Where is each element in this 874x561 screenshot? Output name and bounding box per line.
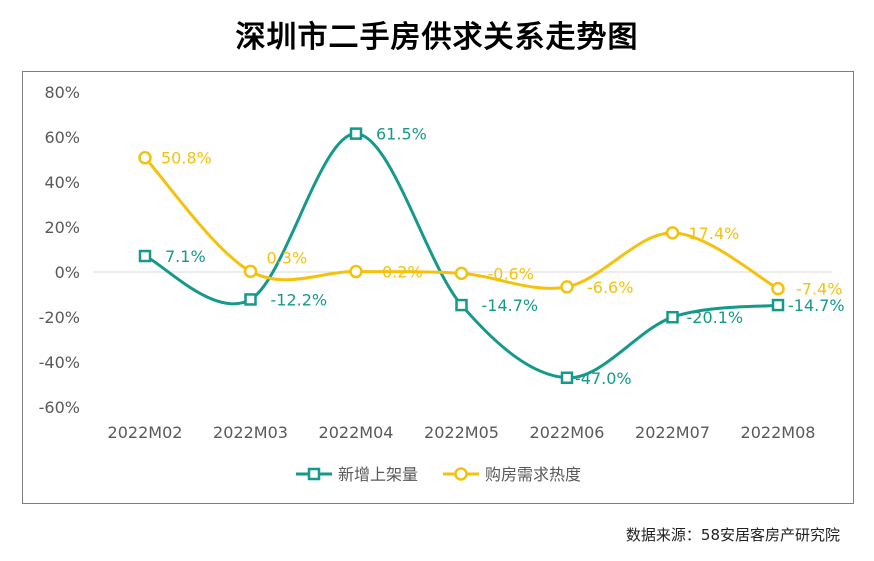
legend-marker — [307, 467, 321, 481]
data-point-marker — [454, 266, 469, 281]
data-point-marker — [771, 298, 785, 312]
x-tick-label: 2022M03 — [213, 423, 288, 442]
data-point-marker — [665, 226, 680, 240]
data-label: 17.4% — [689, 224, 740, 243]
data-point-marker — [666, 310, 679, 324]
data-point-marker — [138, 249, 152, 263]
data-point-marker — [349, 264, 363, 279]
data-source-note: 数据来源：58安居客房产研究院 — [625, 526, 840, 544]
data-label: -12.2% — [271, 290, 328, 309]
y-tick-label: 40% — [44, 173, 80, 192]
data-point-marker — [138, 150, 152, 165]
x-tick-label: 2022M06 — [530, 423, 605, 442]
y-tick-label: -40% — [39, 353, 80, 372]
legend-label: 购房需求热度 — [485, 465, 581, 484]
data-label: 50.8% — [161, 149, 212, 168]
data-label: -20.1% — [687, 308, 744, 327]
x-tick-label: 2022M07 — [635, 423, 710, 442]
y-tick-label: -20% — [39, 308, 80, 327]
legend-marker — [454, 467, 468, 481]
y-tick-label: 80% — [44, 83, 80, 102]
x-tick-label: 2022M04 — [319, 423, 394, 442]
chart-frame — [22, 71, 854, 504]
data-point-marker — [560, 280, 574, 294]
data-label: 61.5% — [376, 125, 427, 144]
data-point-marker — [560, 371, 574, 384]
data-label: -47.0% — [575, 369, 632, 388]
data-point-marker — [455, 298, 468, 312]
x-tick-label: 2022M02 — [108, 423, 183, 442]
x-tick-label: 2022M08 — [741, 423, 816, 442]
data-label: -14.7% — [788, 296, 845, 315]
y-tick-label: 20% — [44, 218, 80, 237]
series-line-1 — [143, 132, 780, 380]
data-label: 0.3% — [267, 248, 308, 267]
y-tick-label: 60% — [44, 128, 80, 147]
x-tick-label: 2022M05 — [424, 423, 499, 442]
data-point-marker — [349, 127, 363, 140]
chart-title: 深圳市二手房供求关系走势图 — [235, 20, 639, 55]
data-label: -0.6% — [488, 264, 534, 283]
data-label: -14.7% — [482, 296, 539, 315]
data-point-marker — [243, 264, 258, 279]
y-tick-label: -60% — [39, 398, 80, 417]
data-point-marker — [244, 293, 257, 306]
y-tick-label: 0% — [55, 263, 80, 282]
data-point-marker — [771, 281, 785, 296]
data-label: 7.1% — [165, 247, 206, 266]
legend-label: 新增上架量 — [338, 465, 418, 484]
data-label: -6.6% — [587, 278, 633, 297]
data-label: -7.4% — [796, 280, 842, 299]
data-label: 0.2% — [382, 263, 423, 282]
